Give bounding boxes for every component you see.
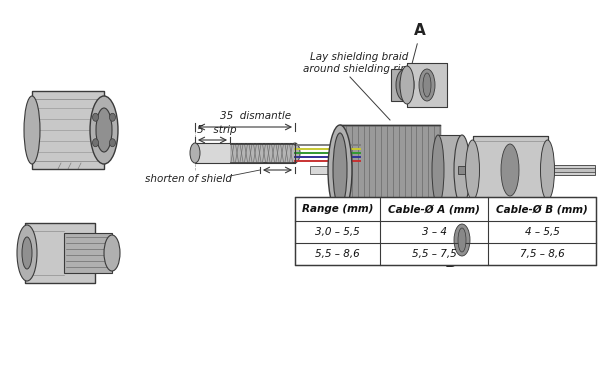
Ellipse shape	[109, 139, 115, 147]
Ellipse shape	[432, 135, 444, 205]
Text: around shielding ring: around shielding ring	[303, 64, 413, 74]
Ellipse shape	[396, 69, 414, 101]
Ellipse shape	[96, 108, 112, 152]
Ellipse shape	[92, 139, 98, 147]
Text: Cable-Ø B (mm): Cable-Ø B (mm)	[496, 204, 588, 214]
Bar	[295, 197, 596, 265]
Bar	[473, 136, 548, 204]
Bar	[438, 135, 460, 205]
Text: A: A	[414, 23, 426, 38]
Text: 3,0 – 5,5: 3,0 – 5,5	[315, 227, 360, 237]
Ellipse shape	[541, 140, 554, 200]
Text: 7,5 – 8,6: 7,5 – 8,6	[520, 249, 565, 259]
Ellipse shape	[501, 144, 519, 196]
Ellipse shape	[333, 133, 347, 207]
Ellipse shape	[400, 66, 414, 104]
Bar	[340, 125, 440, 215]
Ellipse shape	[419, 69, 435, 101]
Text: 5,5 – 8,6: 5,5 – 8,6	[315, 249, 360, 259]
Text: Cable-Ø A (mm): Cable-Ø A (mm)	[388, 204, 480, 214]
Ellipse shape	[435, 228, 445, 252]
Text: shorten of shield: shorten of shield	[145, 174, 232, 184]
Text: 4 – 5,5: 4 – 5,5	[524, 227, 559, 237]
Bar	[442, 218, 482, 262]
Ellipse shape	[104, 235, 120, 271]
Ellipse shape	[90, 96, 118, 164]
Ellipse shape	[92, 113, 98, 121]
Ellipse shape	[400, 73, 410, 97]
Bar	[230, 144, 295, 162]
Bar	[407, 63, 447, 107]
Ellipse shape	[22, 237, 32, 269]
Text: Lay shielding braid: Lay shielding braid	[310, 52, 409, 62]
Bar	[540, 168, 595, 172]
Text: Range (mm): Range (mm)	[302, 204, 373, 214]
Bar	[64, 233, 112, 273]
Ellipse shape	[190, 143, 200, 163]
Ellipse shape	[109, 113, 115, 121]
Ellipse shape	[290, 143, 300, 163]
Bar	[450, 165, 595, 175]
Ellipse shape	[454, 224, 470, 256]
Bar	[458, 166, 466, 174]
Ellipse shape	[328, 125, 352, 215]
Bar	[426, 224, 454, 256]
Text: 3 – 4: 3 – 4	[421, 227, 446, 237]
Text: B: B	[444, 255, 456, 270]
Ellipse shape	[24, 96, 40, 164]
Ellipse shape	[466, 140, 479, 200]
Text: 5   strip: 5 strip	[197, 125, 236, 135]
Bar	[32, 91, 104, 169]
Bar	[310, 166, 470, 174]
Ellipse shape	[17, 225, 37, 281]
Ellipse shape	[435, 221, 449, 259]
Text: 5,5 – 7,5: 5,5 – 7,5	[412, 249, 457, 259]
Text: 5: 5	[263, 155, 269, 165]
Bar	[391, 69, 419, 101]
Ellipse shape	[423, 73, 431, 97]
Bar	[195, 143, 295, 163]
Ellipse shape	[454, 135, 470, 205]
Ellipse shape	[431, 224, 449, 256]
Text: 35  dismantle: 35 dismantle	[220, 111, 291, 121]
Bar	[25, 223, 95, 283]
Ellipse shape	[458, 228, 466, 252]
